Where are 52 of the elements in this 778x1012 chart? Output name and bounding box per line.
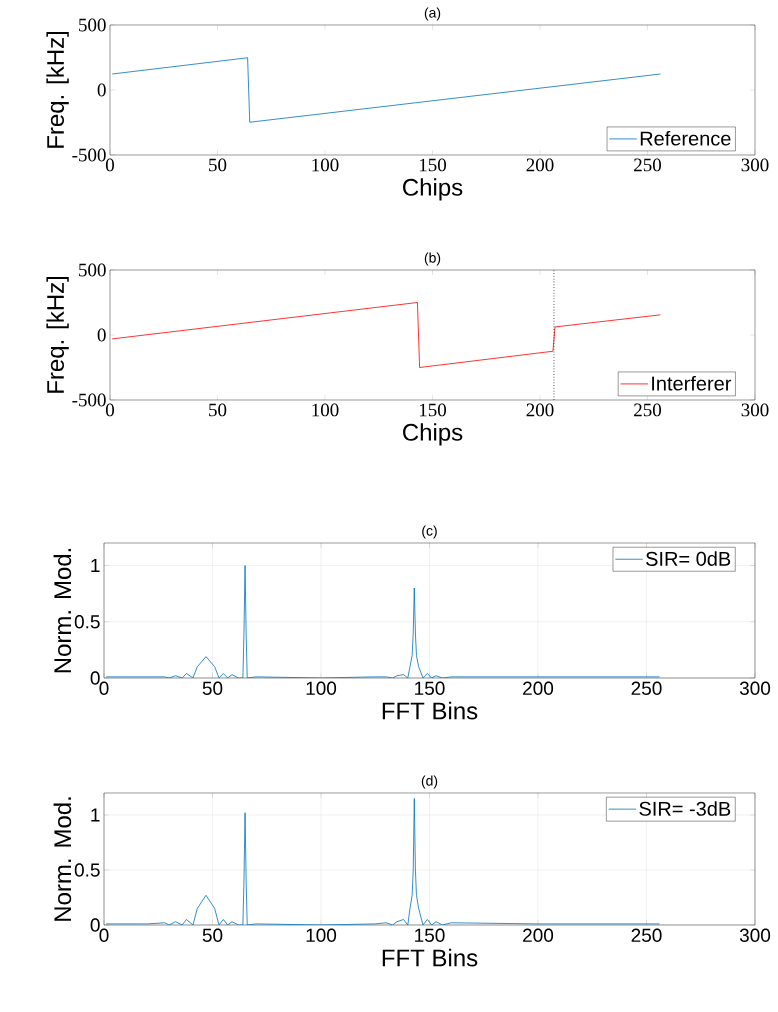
y-axis-title: Norm. Mod. [53,548,72,673]
x-tick-label: 50 [209,158,227,172]
x-tick-label: 50 [202,681,223,695]
y-tick-label: 1 [91,558,100,573]
y-tick-label: 0 [90,671,100,685]
x-axis-title: FFT Bins [382,948,478,967]
x-tick-label: 100 [312,403,339,417]
y-tick-label: 1 [91,808,100,822]
x-tick-label: 200 [523,928,554,942]
x-tick-label: 200 [526,158,554,172]
x-tick-label: 200 [526,403,554,417]
x-tick-label: 50 [202,928,223,942]
x-tick-label: 250 [631,928,662,942]
x-tick-label: 150 [419,158,447,172]
legend-label: Reference [640,130,731,146]
y-tick-label: 0 [90,918,100,932]
y-tick-label: 500 [79,263,106,277]
y-tick-label: -500 [72,393,106,407]
x-tick-label: 100 [306,681,337,695]
chart-title: (a) [424,7,441,21]
y-axis-title: Freq. [kHz] [46,31,69,148]
x-tick-label: 250 [631,681,662,695]
x-tick-label: 200 [523,681,554,695]
text: SIR= -3dB [639,801,731,816]
x-tick-label: 300 [741,158,769,172]
y-axis-title: Freq. [kHz] [46,276,69,393]
y-tick-label: 0 [97,83,106,97]
x-tick-label: 300 [741,403,769,417]
x-axis-title: Chips [403,178,463,201]
y-tick-label: 0.5 [74,863,100,877]
x-tick-label: 100 [306,928,337,942]
chart-title: (b) [424,252,441,266]
x-tick-label: 300 [739,681,771,695]
x-tick-label: 250 [634,403,662,417]
chart-title: (d) [421,775,438,789]
x-tick-label: 150 [419,403,447,417]
x-axis-title: Chips [403,423,463,446]
y-tick-label: 500 [79,18,106,32]
y-tick-label: 0 [97,328,106,342]
y-axis-title: Norm. Mod. [53,797,72,921]
x-axis-title: FFT Bins [382,701,478,720]
x-tick-label: 150 [415,928,445,942]
y-tick-label: 0.5 [74,615,100,629]
x-tick-label: 100 [312,158,339,172]
legend-label: Interferer [652,375,732,391]
x-tick-label: 300 [739,928,771,942]
x-tick-label: 50 [209,403,227,417]
x-tick-label: 150 [415,681,445,695]
text: SIR= 0dB [646,551,731,566]
x-tick-label: 250 [634,158,662,172]
y-tick-label: -500 [72,148,106,162]
chart-title: (c) [422,525,437,539]
